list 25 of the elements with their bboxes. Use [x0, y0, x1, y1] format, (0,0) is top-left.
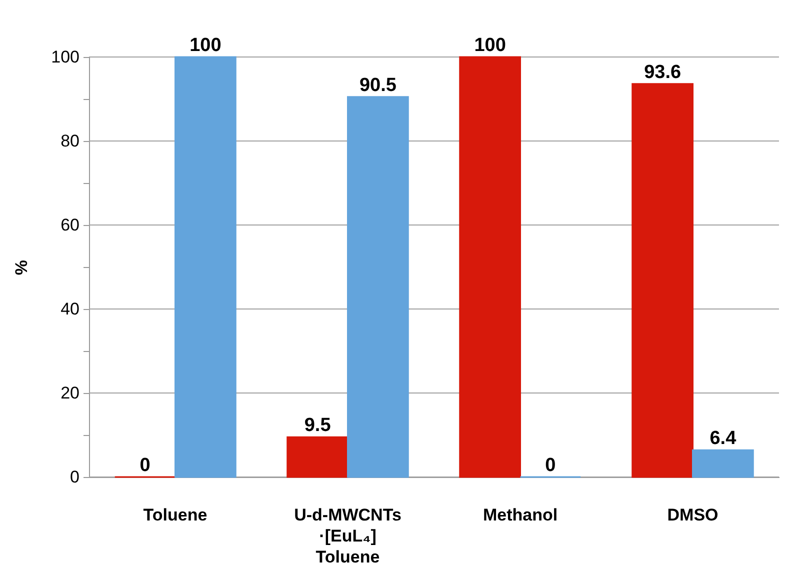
bar — [174, 56, 236, 478]
data-label: 93.6 — [644, 62, 682, 83]
bar — [692, 449, 754, 478]
x-tick-label: Methanol — [482, 506, 558, 524]
bar — [632, 83, 694, 478]
data-label: 100 — [474, 35, 506, 56]
y-axis-title: % — [12, 260, 32, 276]
y-tick-label: 0 — [70, 468, 80, 486]
data-label: 0 — [545, 455, 556, 476]
data-label: 6.4 — [710, 428, 737, 450]
y-tick-label: 60 — [60, 216, 80, 234]
x-tick-label: DMSO — [667, 506, 718, 524]
y-tick-label: 80 — [60, 132, 80, 150]
bar — [286, 436, 348, 478]
bar — [459, 56, 521, 478]
bar — [347, 96, 409, 478]
data-label: 9.5 — [304, 415, 332, 436]
x-tick-label: U-d-MWCNTs ·[EuL₄] Toluene — [294, 506, 402, 566]
data-label: 90.5 — [359, 74, 397, 96]
y-tick-label: 40 — [60, 300, 80, 318]
y-tick-label: 100 — [51, 48, 80, 66]
data-label: 100 — [190, 35, 222, 56]
x-tick-label: Toluene — [143, 506, 208, 524]
data-label: 0 — [140, 455, 150, 476]
y-tick-label: 20 — [60, 384, 80, 402]
